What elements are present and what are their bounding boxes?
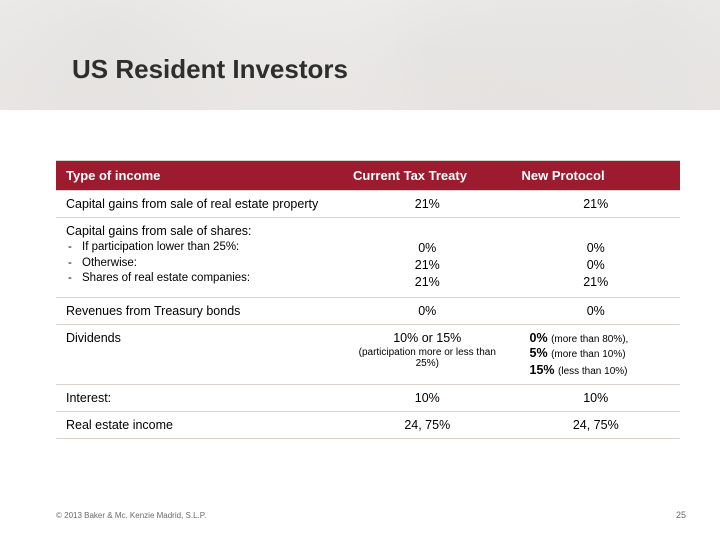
footer-page-number: 25 [676,510,686,520]
row-label: Real estate income [56,412,343,439]
sub-list: -If participation lower than 25%: -Other… [66,240,333,287]
div-new-3-note: (less than 10%) [558,366,627,377]
row-value-current: 10% or 15% (participation more or less t… [343,324,511,385]
row-value-current: 10% [343,385,511,412]
col-header-new: New Protocol [512,161,681,191]
row-value-new: 10% [512,385,681,412]
dividends-main: 10% or 15% [353,331,501,345]
dividends-note: (participation more or less than 25%) [353,347,501,369]
page-title: US Resident Investors [72,54,348,85]
row-value-current: 0% 21% 21% [343,218,511,298]
row-label: Capital gains from sale of shares: -If p… [56,218,343,298]
sub-item: Otherwise: [82,256,137,272]
table-row: Revenues from Treasury bonds 0% 0% [56,297,680,324]
sub-value: 0% [353,240,501,257]
div-new-3-pct: 15% [530,363,555,377]
row-label: Interest: [56,385,343,412]
row-value-new: 0% [512,297,681,324]
sub-value: 21% [522,274,671,291]
row-value-new: 21% [512,191,681,218]
table-row: Dividends 10% or 15% (participation more… [56,324,680,385]
table-row: Interest: 10% 10% [56,385,680,412]
div-new-2-pct: 5% [530,346,548,360]
div-new-2-note: (more than 10%) [551,349,625,360]
sub-value: 0% [522,257,671,274]
row-label: Capital gains from sale of real estate p… [56,191,343,218]
row-value-current: 21% [343,191,511,218]
row-label: Revenues from Treasury bonds [56,297,343,324]
sub-item: If participation lower than 25%: [82,240,239,256]
row-value-current: 24, 75% [343,412,511,439]
table-row: Capital gains from sale of shares: -If p… [56,218,680,298]
sub-value: 0% [522,240,671,257]
table-row: Capital gains from sale of real estate p… [56,191,680,218]
div-new-1-note: (more than 80%), [551,334,628,345]
row-label-main: Capital gains from sale of shares: [66,224,333,238]
col-header-current: Current Tax Treaty [343,161,511,191]
row-value-current: 0% [343,297,511,324]
footer-copyright: © 2013 Baker & Mc. Kenzie Madrid, S.L.P. [56,511,206,520]
row-label: Dividends [56,324,343,385]
col-header-type: Type of income [56,161,343,191]
sub-value: 21% [353,257,501,274]
tax-table: Type of income Current Tax Treaty New Pr… [56,160,680,439]
sub-value: 21% [353,274,501,291]
div-new-1-pct: 0% [530,331,548,345]
row-value-new: 24, 75% [512,412,681,439]
sub-item: Shares of real estate companies: [82,271,250,287]
row-value-new: 0% 0% 21% [512,218,681,298]
row-value-new: 0% (more than 80%), 5% (more than 10%) 1… [512,324,681,385]
table-row: Real estate income 24, 75% 24, 75% [56,412,680,439]
